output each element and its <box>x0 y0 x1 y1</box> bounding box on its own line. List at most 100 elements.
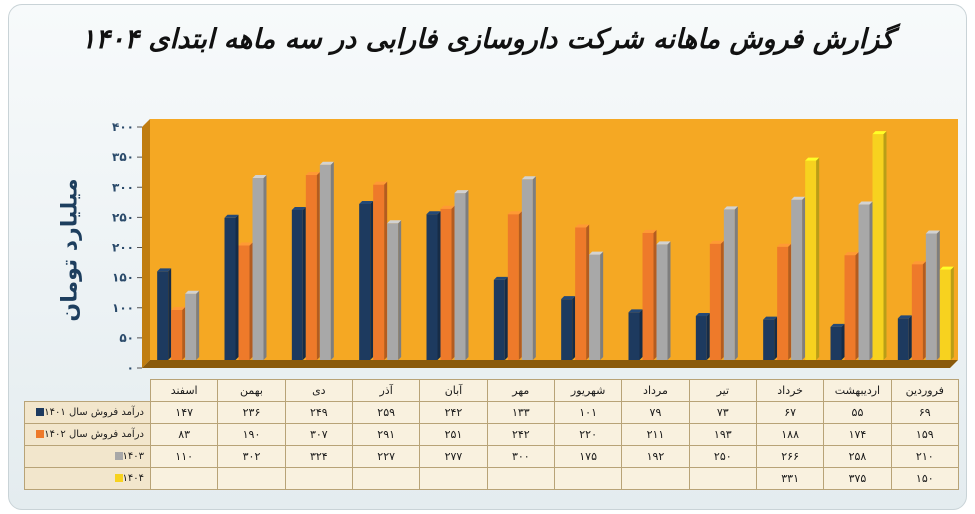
bar-1-8 <box>628 312 640 360</box>
legend-entry: ۱۴۰۴ <box>24 466 151 490</box>
bar-top <box>493 276 508 280</box>
bar-side <box>869 201 873 360</box>
bar-top <box>656 241 671 245</box>
bar-side <box>950 266 954 360</box>
bar-1-5 <box>426 214 438 360</box>
bar-2-12 <box>911 264 923 360</box>
data-label <box>621 466 690 490</box>
legend-swatch <box>114 451 123 460</box>
bar-top <box>709 240 724 244</box>
chart-title: گزارش فروش ماهانه شرکت داروسازی فارابی د… <box>81 24 894 55</box>
bar-top <box>185 290 200 294</box>
bar-4-12 <box>939 269 951 360</box>
bar-top <box>628 309 643 313</box>
plot-back-wall <box>150 119 958 360</box>
bar-1-9 <box>695 316 707 360</box>
series-row: درآمد فروش سال ۱۴۰۲ ۸۳ ۱۹۰ ۳۰۷ ۲۹۱ ۲۵۱ ۲۴۲ ۲۲۰ ۲… <box>24 422 959 446</box>
x-tick-label: خرداد <box>755 379 825 402</box>
bar-side <box>384 181 388 360</box>
data-label: ۳۲۴ <box>284 444 353 468</box>
data-label <box>419 466 488 490</box>
bar-side <box>922 261 926 360</box>
bar-top <box>238 242 253 246</box>
bar-top <box>171 306 186 310</box>
bar-top <box>872 131 887 135</box>
bar-top <box>723 206 738 210</box>
bar-1-4 <box>359 203 371 360</box>
bar-1-1 <box>157 271 169 360</box>
bar-top <box>763 316 778 320</box>
data-label: ۱۵۰ <box>890 466 959 490</box>
y-tick-label: ۲۵۰ <box>112 210 134 224</box>
bar-2-7 <box>575 227 587 360</box>
bar-top <box>897 315 912 319</box>
data-label: ۲۲۷ <box>351 444 421 468</box>
bar-top <box>695 313 710 317</box>
bar-side <box>774 316 778 360</box>
bar-2-4 <box>373 184 385 360</box>
bar-2-5 <box>440 208 452 360</box>
data-label: ۲۳۶ <box>217 400 286 424</box>
bar-side <box>316 172 320 360</box>
bar-top <box>589 251 604 255</box>
data-label: ۲۴۲ <box>419 400 488 424</box>
bar-top <box>642 229 657 233</box>
data-label: ۳۷۵ <box>823 466 892 490</box>
bar-side <box>572 296 576 360</box>
bar-2-8 <box>642 232 654 360</box>
y-tick-label: ۰ <box>127 361 134 375</box>
bar-side <box>855 252 859 360</box>
bar-top <box>507 211 522 215</box>
data-label: ۸۳ <box>149 422 219 446</box>
plot-floor <box>142 360 958 368</box>
data-label: ۱۹۰ <box>217 422 286 446</box>
data-label: ۳۰۲ <box>217 444 286 468</box>
x-tick-label: تیر <box>688 379 757 402</box>
bar-1-6 <box>493 279 505 360</box>
legend-swatch <box>36 429 45 438</box>
data-label <box>553 466 623 490</box>
bar-side <box>586 224 590 360</box>
y-tick-label: ۲۰۰ <box>112 241 134 255</box>
bar-3-3 <box>319 164 331 360</box>
bar-top <box>561 296 576 300</box>
x-tick-label: فروردین <box>890 379 959 402</box>
bar-side <box>249 242 253 360</box>
bar-side <box>788 243 792 360</box>
x-tick-label: آبان <box>419 379 488 402</box>
x-tick-label: مرداد <box>621 379 690 402</box>
data-label: ۲۵۱ <box>419 422 488 446</box>
data-label: ۶۹ <box>890 400 959 424</box>
bar-top <box>939 266 954 270</box>
x-tick-label: اسفند <box>149 379 219 402</box>
x-tick-label: دی <box>284 379 353 402</box>
bar-side <box>816 157 820 360</box>
data-label: ۱۸۸ <box>755 422 825 446</box>
y-tick-label: ۱۰۰ <box>112 301 134 315</box>
data-label: ۳۳۱ <box>755 466 825 490</box>
data-label: ۱۷۵ <box>553 444 623 468</box>
bar-side <box>504 276 508 360</box>
y-tick-label: ۵۰ <box>119 331 134 345</box>
data-label: ۲۴۲ <box>486 422 555 446</box>
data-label: ۲۶۶ <box>755 444 825 468</box>
data-label: ۱۳۳ <box>486 400 555 424</box>
legend-label: ۱۴۰۴ <box>122 472 144 484</box>
bar-side <box>263 175 267 360</box>
bar-side <box>370 200 374 360</box>
data-label <box>351 466 421 490</box>
data-label <box>688 466 757 490</box>
bar-2-11 <box>844 255 856 360</box>
data-label: ۲۱۰ <box>890 444 959 468</box>
bar-3-11 <box>858 204 870 360</box>
data-label: ۷۳ <box>688 400 757 424</box>
bar-side <box>168 268 172 360</box>
x-tick-label: بهمن <box>217 379 286 402</box>
data-label: ۱۹۳ <box>688 422 757 446</box>
bar-1-7 <box>561 299 573 360</box>
x-tick-label: اردیبهشت <box>823 379 892 402</box>
bar-top <box>805 157 820 161</box>
bar-top <box>252 175 267 179</box>
bar-side <box>182 306 186 360</box>
bar-side <box>437 211 441 360</box>
